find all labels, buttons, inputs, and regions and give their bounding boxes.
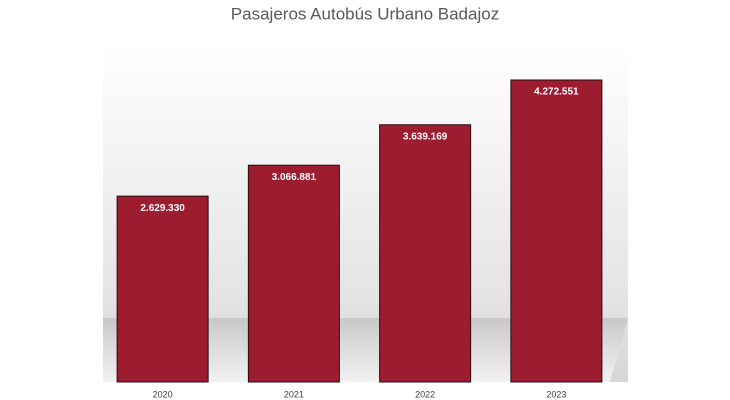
x-tick-label: 2021 <box>284 389 304 399</box>
value-label: 3.066.881 <box>272 172 317 183</box>
plot-floor <box>103 318 628 382</box>
bar <box>510 79 603 383</box>
x-tick-label: 2022 <box>415 389 435 399</box>
value-label: 4.272.551 <box>534 87 579 98</box>
bar <box>379 124 472 383</box>
chart-title: Pasajeros Autobús Urbano Badajoz <box>231 4 499 23</box>
value-label: 2.629.330 <box>140 203 185 214</box>
value-label: 3.639.169 <box>403 131 448 142</box>
bar <box>116 195 209 383</box>
x-tick-label: 2020 <box>153 389 173 399</box>
x-tick-label: 2023 <box>546 389 566 399</box>
bar <box>247 164 340 383</box>
